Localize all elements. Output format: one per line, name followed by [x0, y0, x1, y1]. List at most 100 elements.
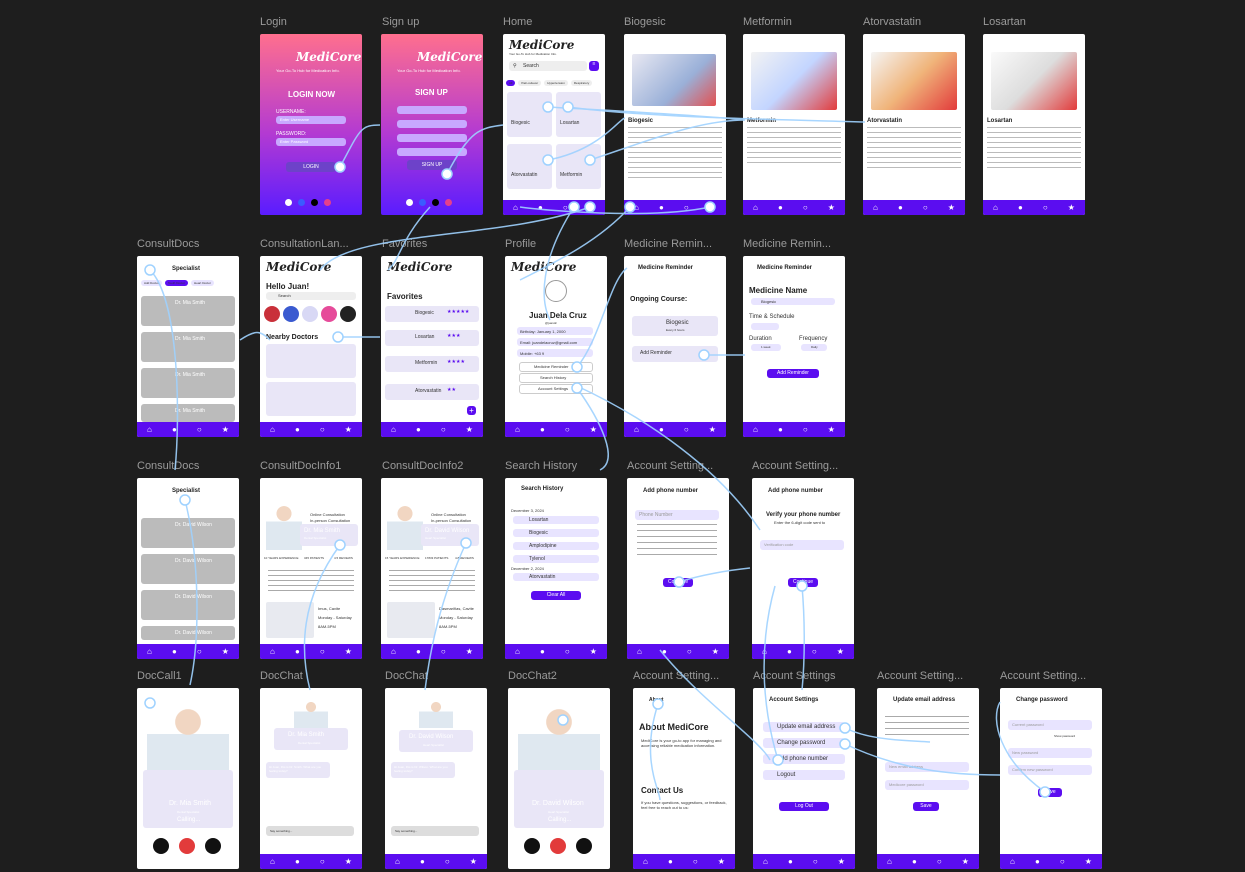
- chat-icon[interactable]: ○: [196, 424, 202, 434]
- bottom-nav[interactable]: ⌂ ● ○ ★: [505, 422, 607, 437]
- stomach-icon[interactable]: [321, 306, 337, 322]
- doctor-card[interactable]: Dr. Mia Smith: [141, 296, 235, 326]
- update-email-item[interactable]: Update email address: [763, 722, 845, 732]
- home-icon[interactable]: ⌂: [643, 856, 648, 866]
- profile-icon[interactable]: ●: [667, 856, 673, 866]
- home-icon[interactable]: ⌂: [515, 424, 520, 434]
- doctor-card[interactable]: [266, 382, 356, 416]
- chat-icon[interactable]: ○: [319, 646, 325, 656]
- chat-icon[interactable]: ○: [440, 424, 446, 434]
- chat-icon[interactable]: ○: [686, 646, 692, 656]
- profile-icon[interactable]: ●: [294, 646, 300, 656]
- chat-icon[interactable]: ○: [196, 646, 202, 656]
- med-card-biogesic[interactable]: Biogesic: [507, 92, 552, 137]
- profile-icon[interactable]: ●: [661, 646, 667, 656]
- star-icon[interactable]: ★: [344, 646, 352, 656]
- tab-pain-reliever[interactable]: Pain-reliever: [518, 80, 542, 86]
- profile-icon[interactable]: ●: [777, 202, 783, 212]
- bottom-nav[interactable]: ⌂ ● ○ ★: [503, 200, 605, 215]
- home-icon[interactable]: ⌂: [1010, 856, 1015, 866]
- profile-icon[interactable]: ●: [911, 856, 917, 866]
- chat-input[interactable]: Say something...: [266, 826, 354, 836]
- home-icon[interactable]: ⌂: [270, 856, 275, 866]
- signup-button[interactable]: SIGN UP: [407, 160, 457, 170]
- star-icon[interactable]: ★: [708, 424, 716, 434]
- frame-docchat2[interactable]: Dr. David Wilson Heart Specialist Hi Juan…: [385, 688, 487, 869]
- star-icon[interactable]: ★: [344, 856, 352, 866]
- frame-doccall1[interactable]: Dr. Mia Smith Dental Specialist Calling.…: [137, 688, 239, 869]
- add-reminder-button[interactable]: Add Reminder: [767, 369, 819, 378]
- bottom-nav[interactable]: ⌂ ● ○ ★: [1000, 854, 1102, 869]
- new-password-input[interactable]: New password: [1008, 748, 1092, 758]
- bottom-nav[interactable]: ⌂ ● ○ ★: [137, 644, 239, 659]
- location-map[interactable]: [387, 602, 435, 638]
- doctor-card[interactable]: Dr. David Wilson: [141, 554, 235, 584]
- profile-icon[interactable]: ●: [1034, 856, 1040, 866]
- frame-docchat1[interactable]: Dr. Mia Smith Dental Specialist Hi Juan, …: [260, 688, 362, 869]
- profile-icon[interactable]: ●: [658, 424, 664, 434]
- home-icon[interactable]: ⌂: [762, 646, 767, 656]
- signup-confirm-input[interactable]: [397, 148, 467, 156]
- frequency-input[interactable]: Daily: [801, 344, 827, 351]
- frame-home[interactable]: MediCore Your Go-To Hub for Medication I…: [503, 34, 605, 215]
- tab-all[interactable]: All: [506, 80, 516, 86]
- chat-icon[interactable]: ○: [802, 202, 808, 212]
- profile-icon[interactable]: ●: [294, 856, 300, 866]
- profile-icon[interactable]: ●: [171, 424, 177, 434]
- bottom-nav[interactable]: ⌂ ● ○ ★: [743, 422, 845, 437]
- star-icon[interactable]: ★: [947, 202, 955, 212]
- back-label[interactable]: About: [649, 697, 664, 703]
- frame-medreminder-add[interactable]: Medicine Reminder Medicine Name Biogesic…: [743, 256, 845, 437]
- password-input[interactable]: Enter Password: [276, 138, 346, 146]
- home-icon[interactable]: ⌂: [887, 856, 892, 866]
- star-icon[interactable]: ★: [465, 424, 473, 434]
- password-input[interactable]: Medicore password: [885, 780, 969, 790]
- add-phone-item[interactable]: Add phone number: [763, 754, 845, 764]
- logout-item[interactable]: Logout: [763, 770, 845, 780]
- tiktok-icon[interactable]: [311, 199, 318, 206]
- frame-signup[interactable]: MediCore Your Go-To Hub for Medication I…: [381, 34, 483, 215]
- frame-addphone[interactable]: Add phone number Phone Number Continue ⌂…: [627, 478, 729, 659]
- account-settings-link[interactable]: Account Settings: [519, 384, 593, 394]
- star-icon[interactable]: ★: [827, 202, 835, 212]
- end-call-icon[interactable]: [550, 838, 566, 854]
- bottom-nav[interactable]: ⌂ ● ○ ★: [505, 644, 607, 659]
- home-icon[interactable]: ⌂: [763, 856, 768, 866]
- avatar[interactable]: [545, 280, 567, 302]
- frame-consultlanding[interactable]: MediCore Hello Juan! Search Nearby Docto…: [260, 256, 362, 437]
- clear-all-button[interactable]: Clear All: [531, 591, 581, 600]
- current-password-input[interactable]: Current password: [1008, 720, 1092, 730]
- home-icon[interactable]: ⌂: [993, 202, 998, 212]
- star-icon[interactable]: ★: [1067, 202, 1075, 212]
- favorite-item[interactable]: Losartan ★★★: [385, 330, 479, 346]
- profile-icon[interactable]: ●: [415, 646, 421, 656]
- med-card-atorvastatin[interactable]: Atorvastatin: [507, 144, 552, 189]
- star-icon[interactable]: ★: [221, 424, 229, 434]
- continue-button[interactable]: Continue: [663, 578, 693, 587]
- bottom-nav[interactable]: ⌂ ● ○ ★: [381, 422, 483, 437]
- chat-icon[interactable]: ○: [936, 856, 942, 866]
- signup-password-input[interactable]: [397, 134, 467, 142]
- code-input[interactable]: Verification code: [760, 540, 844, 550]
- home-icon[interactable]: ⌂: [515, 646, 520, 656]
- history-item[interactable]: Losartan: [513, 516, 599, 524]
- profile-icon[interactable]: ●: [419, 856, 425, 866]
- show-password-toggle[interactable]: Show password: [1054, 734, 1076, 738]
- profile-icon[interactable]: ●: [294, 424, 300, 434]
- login-button[interactable]: LOGIN: [286, 162, 336, 172]
- home-icon[interactable]: ⌂: [270, 646, 275, 656]
- frame-consultdocs-heart[interactable]: Specialist Dr. David Wilson Dr. David Wi…: [137, 478, 239, 659]
- save-button[interactable]: Save: [913, 802, 939, 811]
- tab-hypertension[interactable]: Hypertension: [544, 80, 568, 86]
- frame-metformin[interactable]: Metformin ⌂ ● ○ ★: [743, 34, 845, 215]
- frame-verifyphone[interactable]: Add phone number Verify your phone numbe…: [752, 478, 854, 659]
- bottom-nav[interactable]: ⌂ ● ○ ★: [877, 854, 979, 869]
- star-icon[interactable]: ★: [837, 856, 845, 866]
- star-icon[interactable]: ★: [711, 646, 719, 656]
- chat-icon[interactable]: ○: [683, 202, 689, 212]
- frame-updateemail[interactable]: Update email address New email address M…: [877, 688, 979, 869]
- home-icon[interactable]: ⌂: [873, 202, 878, 212]
- chat-icon[interactable]: ○: [1059, 856, 1065, 866]
- doctor-card[interactable]: Dr. David Wilson: [141, 590, 235, 620]
- bottom-nav[interactable]: ⌂ ● ○ ★: [260, 422, 362, 437]
